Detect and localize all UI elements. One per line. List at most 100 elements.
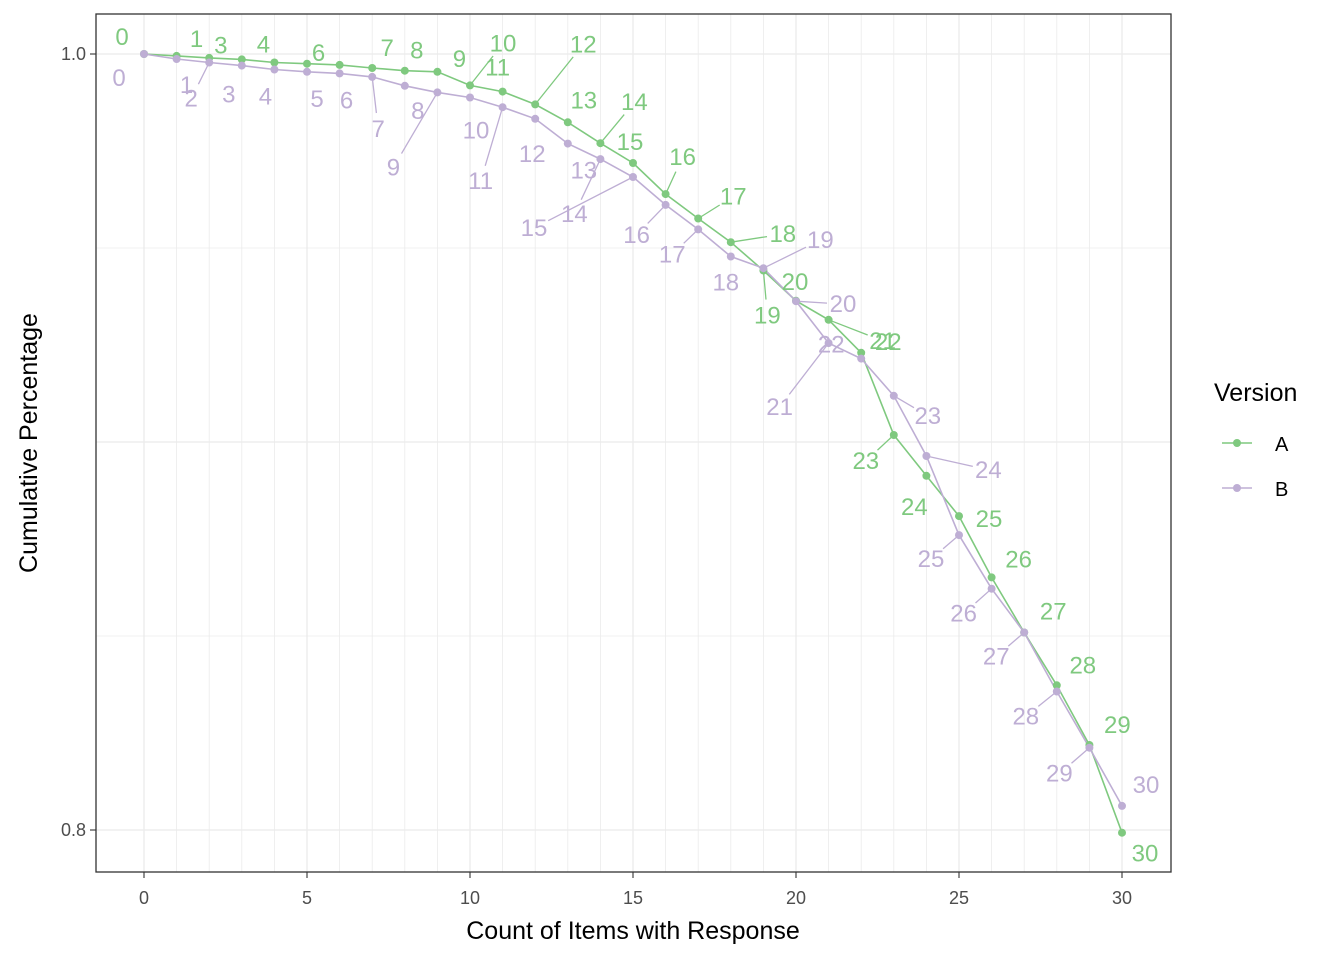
point-label: 15 xyxy=(617,129,644,156)
point-label: 17 xyxy=(659,241,686,268)
point-label: 4 xyxy=(257,32,270,59)
series-points xyxy=(140,50,1126,837)
data-point xyxy=(596,155,605,164)
label-leader xyxy=(795,300,828,304)
data-point xyxy=(726,252,735,261)
data-point xyxy=(661,200,670,209)
point-label: 20 xyxy=(782,269,809,296)
point-label: 11 xyxy=(485,55,510,82)
data-point xyxy=(498,87,507,96)
point-label: 22 xyxy=(875,329,902,356)
x-tick-label: 20 xyxy=(786,888,806,908)
x-tick-label: 30 xyxy=(1112,888,1132,908)
point-label: 28 xyxy=(1069,652,1096,679)
point-label: 19 xyxy=(807,227,834,254)
point-label: 14 xyxy=(621,89,648,116)
legend-key-a xyxy=(1222,439,1252,447)
data-point xyxy=(792,297,800,306)
point-label: 22 xyxy=(818,332,845,359)
data-point xyxy=(955,531,963,540)
data-point xyxy=(237,55,246,64)
data-point xyxy=(726,238,735,247)
point-label: 24 xyxy=(975,457,1002,484)
label-leader xyxy=(697,204,721,220)
data-point xyxy=(955,512,963,521)
point-label: 30 xyxy=(1132,841,1159,868)
data-point xyxy=(335,60,344,69)
y-tick-label: 1.0 xyxy=(61,44,86,64)
data-point xyxy=(1052,681,1061,690)
label-leader xyxy=(547,176,634,222)
data-point xyxy=(759,264,768,273)
data-point xyxy=(922,471,931,480)
grid-minor xyxy=(96,14,1171,872)
point-label: 15 xyxy=(521,215,548,242)
data-point xyxy=(172,55,181,63)
data-point xyxy=(1118,801,1126,810)
point-label: 3 xyxy=(214,32,227,59)
data-point xyxy=(368,72,377,81)
point-label: 16 xyxy=(669,144,696,171)
point-label: 17 xyxy=(720,184,747,211)
label-leader xyxy=(580,158,601,200)
data-point xyxy=(1052,687,1061,696)
y-axis-title: Cumulative Percentage xyxy=(15,313,43,573)
point-label: 21 xyxy=(766,394,793,421)
axis-ticks: 0 5 10 15 20 25 300.81.0 xyxy=(61,44,1132,908)
point-label: 14 xyxy=(561,201,588,228)
label-leader xyxy=(371,76,378,114)
data-point xyxy=(987,584,996,593)
data-point xyxy=(629,159,637,167)
point-label: 1 xyxy=(180,72,193,99)
legend: Version A B xyxy=(1214,379,1297,501)
data-point xyxy=(629,173,637,181)
label-leader xyxy=(665,171,677,195)
point-label: 1 xyxy=(190,26,203,53)
point-label: 29 xyxy=(1104,712,1131,739)
label-leader xyxy=(926,455,973,468)
data-point xyxy=(1085,743,1094,752)
point-label: 3 xyxy=(222,82,235,109)
label-leader xyxy=(828,319,868,336)
data-point xyxy=(205,58,214,67)
point-label: 13 xyxy=(570,158,597,185)
legend-title: Version xyxy=(1214,379,1297,407)
point-label: 27 xyxy=(1040,599,1067,626)
data-point xyxy=(857,354,866,363)
point-label: 18 xyxy=(712,270,739,297)
y-tick-label: 0.8 xyxy=(61,820,86,840)
point-label: 25 xyxy=(976,506,1003,533)
data-point xyxy=(531,114,540,123)
data-point xyxy=(466,81,474,90)
point-label: 10 xyxy=(463,118,490,145)
point-label: 26 xyxy=(950,601,977,628)
label-leader xyxy=(763,246,807,269)
data-point xyxy=(303,67,311,76)
point-label: 7 xyxy=(372,116,385,143)
point-label: 6 xyxy=(340,87,353,114)
point-label: 12 xyxy=(519,141,546,168)
label-leader xyxy=(647,204,667,224)
point-label: 2 xyxy=(185,86,198,113)
point-label: 24 xyxy=(901,494,928,521)
data-point xyxy=(498,103,507,112)
data-point xyxy=(694,214,703,223)
point-label: 9 xyxy=(453,46,466,73)
data-point xyxy=(400,81,409,90)
data-point xyxy=(596,139,605,148)
label-leader xyxy=(762,270,767,300)
x-tick-label: 25 xyxy=(949,888,969,908)
data-point xyxy=(1020,628,1029,637)
data-point xyxy=(563,139,572,148)
data-point xyxy=(140,50,148,58)
data-point xyxy=(661,190,670,199)
point-label: 12 xyxy=(570,31,597,58)
label-leader xyxy=(400,92,438,154)
point-label: 8 xyxy=(410,38,423,65)
point-label: 29 xyxy=(1046,761,1073,788)
data-point xyxy=(889,431,898,439)
label-leader xyxy=(484,107,504,166)
data-point xyxy=(531,100,540,109)
point-label: 18 xyxy=(769,221,796,248)
